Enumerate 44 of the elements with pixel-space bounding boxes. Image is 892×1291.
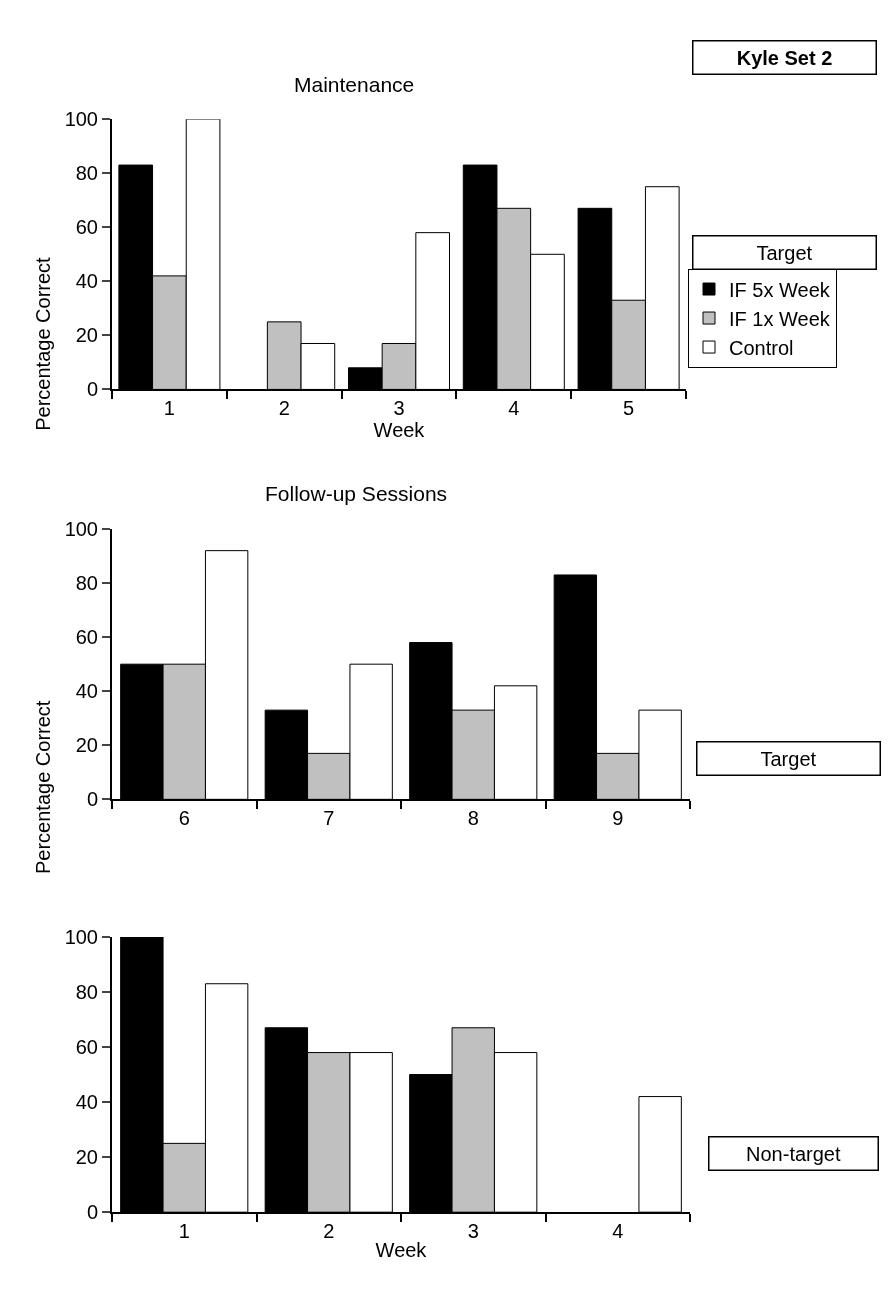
y-tick-label: 0 (86, 1201, 98, 1224)
y-tick-label: 20 (75, 324, 98, 347)
legend-label: IF 1x Week (729, 307, 831, 330)
legend-label: IF 5x Week (729, 278, 831, 301)
y-tick-label: 0 (86, 378, 98, 401)
text: Target (760, 747, 817, 770)
y-tick-label: 20 (75, 1146, 98, 1169)
y-axis-title: Percentage Correct (32, 256, 55, 431)
y-tick-label: 100 (64, 108, 98, 131)
y-tick-label: 100 (64, 518, 98, 541)
x-tick-label: 9 (612, 807, 624, 830)
text: Target (756, 241, 813, 264)
x-tick-label: 4 (612, 1220, 624, 1243)
chart-title: Maintenance (294, 73, 415, 96)
y-tick-label: 60 (75, 1036, 98, 1059)
y-tick-label: 80 (75, 162, 98, 185)
x-axis-title: Week (375, 1239, 428, 1262)
y-tick-label: 60 (75, 216, 98, 239)
x-tick-label: 5 (623, 397, 635, 420)
x-tick-label: 2 (278, 397, 290, 420)
x-tick-label: 1 (178, 1220, 190, 1243)
x-axis-title: Week (373, 419, 426, 442)
legend-label: Control (729, 336, 794, 359)
y-tick-label: 40 (75, 270, 98, 293)
y-tick-label: 0 (86, 788, 98, 811)
x-tick-label: 3 (393, 397, 405, 420)
x-tick-label: 7 (323, 807, 335, 830)
text: Non-target (746, 1142, 841, 1165)
chart-title: Follow-up Sessions (265, 482, 448, 505)
y-tick-label: 100 (64, 925, 98, 948)
x-tick-label: 2 (323, 1220, 335, 1243)
x-tick-label: 6 (178, 807, 190, 830)
x-tick-label: 1 (163, 397, 175, 420)
y-tick-label: 80 (75, 572, 98, 595)
y-tick-label: 40 (75, 680, 98, 703)
x-tick-label: 4 (508, 397, 520, 420)
y-tick-label: 20 (75, 734, 98, 757)
y-axis-title: Percentage Correct (32, 700, 54, 874)
x-tick-label: 3 (467, 1220, 479, 1243)
y-tick-label: 80 (75, 981, 98, 1003)
y-tick-label: 60 (75, 626, 98, 649)
y-tick-label: 40 (75, 1091, 98, 1114)
text: Kyle Set 2 (736, 46, 833, 69)
x-tick-label: 8 (467, 807, 479, 830)
